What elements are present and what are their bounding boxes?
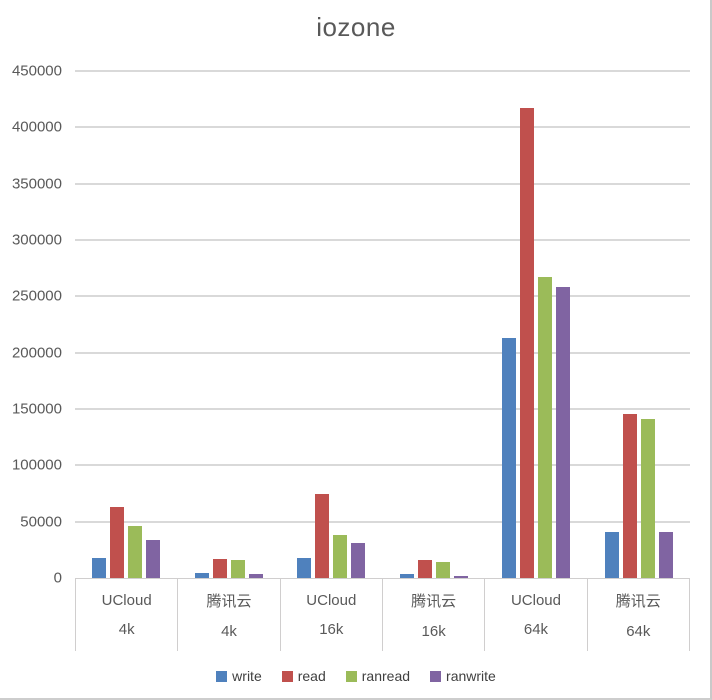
y-axis-tick-label: 250000 (11, 287, 62, 305)
bar-write-UCloud-4k (92, 557, 107, 578)
x-axis: UCloud 4k 腾讯云 4k UCloud 16k 腾讯云 16k UCloud 64k 腾讯云… (75, 578, 690, 651)
category-provider-label: UCloud (101, 591, 152, 609)
category-cell: UCloud 64k (484, 579, 586, 651)
category-cell: UCloud 4k (75, 579, 177, 651)
bar-write-腾讯云-16k (399, 573, 414, 578)
legend-swatch-icon (345, 670, 357, 682)
bar-write-腾讯云-4k (194, 572, 209, 578)
bar-ranwrite-腾讯云-4k (248, 573, 263, 578)
legend: write read ranread ranwrite (0, 663, 712, 689)
gridline (75, 239, 690, 241)
bar-ranwrite-腾讯云-16k (453, 575, 468, 578)
y-axis-tick-label: 50000 (20, 513, 62, 531)
gridline (75, 351, 690, 354)
legend-item-ranread: ranread (345, 668, 411, 684)
bar-group-腾讯云-64k (588, 71, 691, 578)
category-blocksize-label: 4k (221, 622, 237, 640)
bar-ranread-腾讯云-16k (435, 561, 450, 578)
y-axis-tick-label: 350000 (11, 175, 62, 193)
bar-write-腾讯云-64k (604, 531, 619, 578)
bar-read-腾讯云-4k (212, 559, 227, 578)
bar-ranread-腾讯云-4k (230, 559, 245, 578)
y-axis-tick-label: 100000 (11, 456, 62, 474)
category-blocksize-label: 16k (319, 621, 344, 639)
category-blocksize-label: 16k (421, 622, 446, 640)
category-blocksize-label: 64k (523, 621, 549, 639)
plot-area (75, 70, 690, 578)
gridline (75, 408, 690, 410)
legend-item-read: read (281, 668, 326, 684)
category-blocksize-label: 64k (626, 622, 651, 640)
bar-ranread-UCloud-4k (128, 526, 143, 578)
bar-ranwrite-UCloud-4k (146, 539, 161, 578)
bar-read-腾讯云-16k (417, 559, 432, 578)
legend-label: read (297, 668, 326, 684)
category-cell: 腾讯云 16k (381, 579, 484, 651)
bar-ranread-UCloud-16k (333, 534, 348, 578)
category-provider-label: UCloud (510, 591, 561, 609)
category-provider-label: 腾讯云 (206, 593, 252, 611)
bar-group-腾讯云-16k (383, 71, 486, 578)
bar-groups (75, 71, 690, 578)
y-axis-tick-label: 150000 (11, 400, 62, 418)
legend-label: ranwrite (446, 668, 496, 684)
chart-title: iozone (316, 12, 396, 42)
legend-item-ranwrite: ranwrite (430, 668, 496, 684)
gridline (75, 295, 690, 298)
gridline (75, 70, 690, 72)
legend-label: ranread (361, 668, 411, 684)
y-axis-tick-label: 300000 (11, 231, 62, 249)
y-axis-tick-label: 0 (53, 569, 62, 587)
bar-ranread-UCloud-64k (538, 276, 553, 578)
bar-group-UCloud-16k (280, 71, 383, 578)
bar-read-腾讯云-64k (622, 413, 637, 578)
gridline (75, 126, 690, 129)
gridline (75, 464, 690, 467)
bar-group-UCloud-4k (75, 71, 178, 578)
y-axis: 450000 400000 350000 300000 250000 200000 1500… (0, 0, 62, 700)
bar-ranread-腾讯云-64k (640, 418, 655, 578)
y-axis-tick-label: 400000 (11, 118, 62, 136)
bar-ranwrite-UCloud-16k (351, 542, 366, 578)
category-blocksize-label: 4k (118, 621, 135, 639)
bar-group-腾讯云-4k (178, 71, 281, 578)
legend-swatch-icon (430, 670, 442, 682)
category-provider-label: 腾讯云 (411, 593, 457, 611)
legend-swatch-icon (281, 670, 293, 682)
category-cell: 腾讯云 4k (177, 579, 279, 651)
legend-label: write (232, 668, 262, 684)
category-provider-label: 腾讯云 (615, 593, 661, 611)
legend-swatch-icon (216, 670, 228, 682)
legend-item-write: write (216, 668, 262, 684)
bar-write-UCloud-16k (297, 557, 312, 578)
y-axis-tick-label: 450000 (11, 62, 62, 80)
category-cell: 腾讯云 64k (586, 579, 690, 651)
bar-read-UCloud-16k (315, 494, 330, 578)
gridline (75, 182, 690, 185)
bar-group-UCloud-64k (485, 71, 588, 578)
bar-read-UCloud-64k (520, 108, 535, 578)
y-axis-tick-label: 200000 (11, 344, 62, 362)
gridline (75, 520, 690, 523)
category-cell: UCloud 16k (279, 579, 382, 651)
bar-ranwrite-UCloud-64k (556, 286, 571, 578)
bar-ranwrite-腾讯云-64k (658, 532, 673, 578)
category-provider-label: UCloud (306, 591, 357, 609)
bar-read-UCloud-4k (110, 507, 125, 578)
bar-write-UCloud-64k (502, 338, 517, 578)
